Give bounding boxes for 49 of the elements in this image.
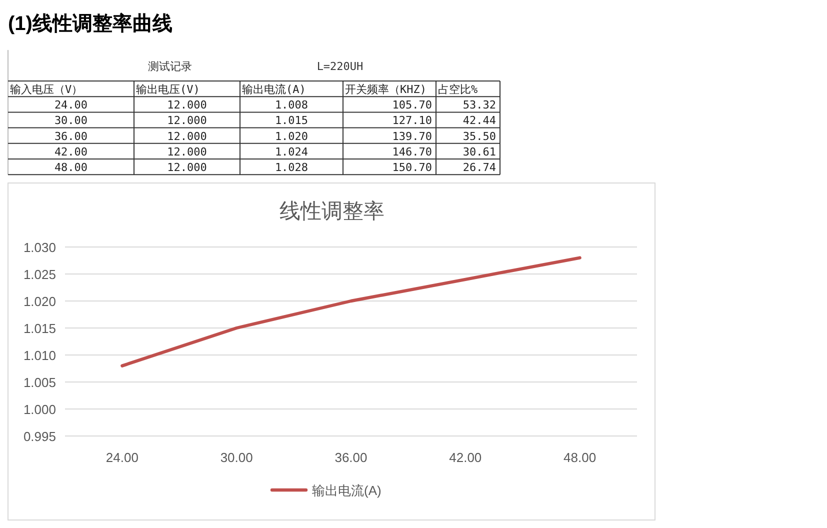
category-label: 42.00 (54, 145, 88, 158)
text: 输出电压(V) (136, 83, 200, 96)
category-label: 36.00 (54, 130, 88, 143)
text: 12.000 (167, 114, 207, 128)
y-tick-label: 1.015 (23, 321, 56, 336)
text: 输出电流(A) (242, 83, 306, 96)
text: 占空比% (438, 83, 478, 96)
y-tick-label: 1.030 (23, 240, 56, 255)
text: 1.024 (274, 145, 308, 158)
text: 1.020 (274, 130, 308, 143)
text: 1.028 (274, 161, 308, 174)
category-label: 24.00 (54, 98, 88, 112)
y-tick-label: 1.000 (23, 402, 56, 417)
y-tick-label: 0.995 (23, 429, 56, 444)
text: 输入电压（V） (10, 83, 83, 96)
text: 12.000 (167, 98, 207, 112)
text: 12.000 (167, 145, 207, 158)
y-tick-label: 1.020 (23, 294, 56, 309)
text: 30.61 (462, 145, 496, 158)
x-tick-label: 24.00 (106, 450, 138, 465)
text: 测试记录 (148, 60, 192, 73)
legend-label: 输出电流(A) (312, 483, 382, 498)
text: 开关频率（KHZ) (345, 83, 426, 96)
text: 1.008 (274, 98, 308, 112)
text: 53.32 (462, 98, 496, 112)
x-tick-label: 30.00 (220, 450, 253, 465)
chart-title: 线性调整率 (280, 200, 384, 223)
text: 105.70 (392, 98, 432, 112)
y-tick-label: 1.010 (23, 348, 56, 363)
text: 42.44 (462, 114, 496, 128)
text: L=220UH (316, 60, 364, 73)
text: 1.015 (274, 114, 308, 128)
y-tick-label: 1.005 (23, 375, 56, 390)
x-tick-label: 48.00 (564, 450, 596, 465)
y-tick-label: 1.025 (23, 267, 56, 282)
x-tick-label: 42.00 (449, 450, 482, 465)
text: 139.70 (392, 130, 432, 143)
text: 127.10 (392, 114, 432, 128)
category-label: 30.00 (54, 114, 88, 128)
text: (1)线性调整率曲线 (8, 12, 172, 35)
text: 35.50 (462, 130, 496, 143)
text: 150.70 (392, 161, 432, 174)
text: 12.000 (167, 130, 207, 143)
line-series (120, 256, 582, 368)
text: 26.74 (462, 161, 496, 174)
text: 146.70 (392, 145, 432, 158)
text: 12.000 (167, 161, 207, 174)
category-label: 48.00 (54, 161, 88, 174)
x-tick-label: 36.00 (334, 450, 368, 465)
